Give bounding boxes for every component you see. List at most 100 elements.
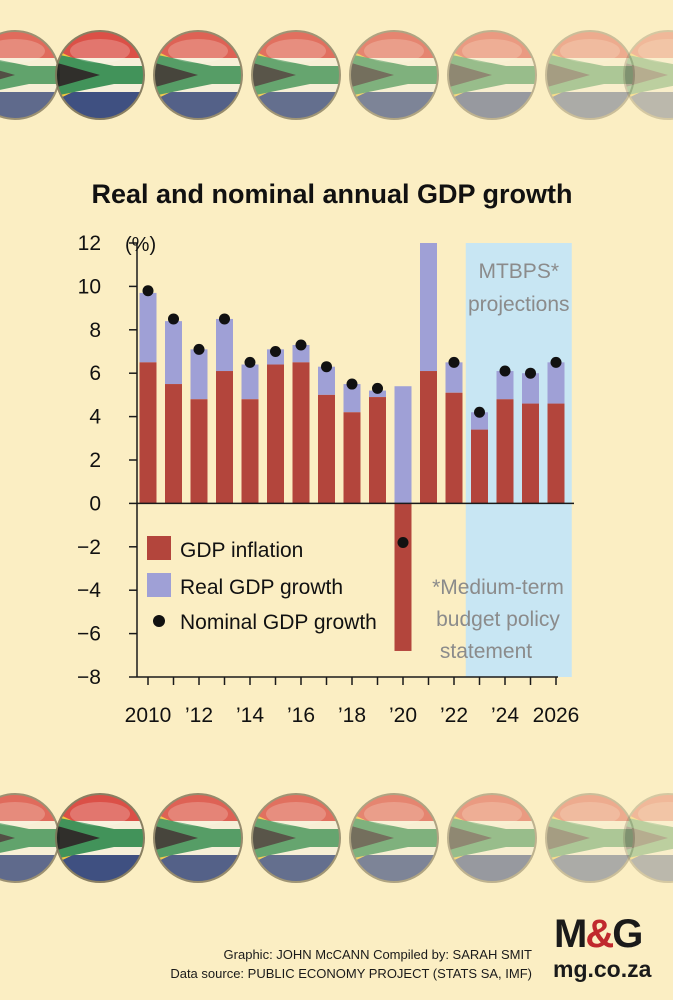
flag-badge-icon — [618, 25, 673, 125]
x-tick-label: 2026 — [533, 704, 580, 727]
bar-gdp-inflation — [292, 362, 310, 504]
bar-gdp-inflation — [267, 364, 284, 504]
dot-nominal-gdp-growth — [550, 356, 562, 368]
y-axis-ticks: 12 10 8 6 4 2 0 −2 −4 −6 −8 — [77, 232, 137, 689]
dot-nominal-gdp-growth — [372, 382, 383, 394]
dot-series — [142, 285, 562, 548]
bar-real-gdp-growth — [216, 318, 233, 372]
y-tick-label: 4 — [89, 406, 101, 429]
projection-label: projections — [468, 293, 570, 316]
credit-graphic: Graphic: JOHN McCANN Compiled by: SARAH … — [223, 947, 532, 962]
flag-row-bottom — [0, 788, 673, 888]
flag-badge-icon — [148, 25, 248, 125]
dot-nominal-gdp-growth — [270, 346, 281, 357]
bar-gdp-inflation — [394, 503, 412, 651]
bar-real-gdp-growth — [420, 243, 437, 372]
bar-gdp-inflation — [190, 399, 208, 504]
legend: GDP inflation Real GDP growth Nominal GD… — [147, 536, 377, 634]
y-tick-label: 12 — [78, 232, 101, 255]
dot-nominal-gdp-growth — [244, 356, 256, 368]
bar-gdp-inflation — [343, 412, 361, 504]
logo-m: M — [554, 912, 587, 956]
x-tick-label: 2010 — [125, 704, 172, 727]
x-tick-label: ’12 — [185, 704, 213, 727]
bar-real-gdp-growth — [394, 386, 412, 504]
credit-source: Data source: PUBLIC ECONOMY PROJECT (STA… — [170, 966, 532, 981]
flag-badge-icon — [442, 25, 542, 125]
bar-real-gdp-growth — [292, 344, 310, 363]
projection-label: MTBPS* — [478, 260, 559, 283]
site-url-link[interactable]: mg.co.za — [553, 956, 652, 982]
dot-nominal-gdp-growth — [346, 378, 358, 390]
bar-series — [139, 243, 565, 651]
legend-label-nominal: Nominal GDP growth — [180, 611, 377, 634]
y-tick-label: −8 — [77, 666, 101, 689]
footnote-line: *Medium-term — [432, 576, 564, 599]
bar-real-gdp-growth — [241, 364, 259, 400]
dot-nominal-gdp-growth — [321, 361, 332, 373]
flag-badge-icon — [344, 25, 444, 125]
x-tick-label: ’24 — [491, 704, 519, 727]
y-tick-label: −2 — [77, 536, 101, 559]
dot-nominal-gdp-growth — [142, 285, 154, 297]
footnote-line: statement — [440, 640, 532, 663]
dot-nominal-gdp-growth — [474, 406, 485, 418]
bar-real-gdp-growth — [343, 384, 361, 413]
y-tick-label: 0 — [89, 492, 101, 515]
dot-nominal-gdp-growth — [219, 313, 230, 325]
flag-badge-icon — [50, 788, 150, 888]
bar-gdp-inflation — [241, 399, 259, 504]
bar-real-gdp-growth — [547, 362, 565, 404]
dot-nominal-gdp-growth — [168, 313, 179, 325]
legend-swatch-real — [147, 573, 171, 597]
bar-gdp-inflation — [445, 392, 463, 504]
flag-badge-icon — [148, 788, 248, 888]
bar-real-gdp-growth — [139, 292, 157, 363]
dot-nominal-gdp-growth — [448, 356, 460, 368]
legend-label-real: Real GDP growth — [180, 576, 343, 599]
bar-gdp-inflation — [471, 429, 488, 504]
y-tick-label: 8 — [89, 319, 101, 342]
bar-real-gdp-growth — [496, 371, 514, 400]
bar-real-gdp-growth — [190, 349, 208, 400]
bar-real-gdp-growth — [471, 412, 488, 430]
flag-row-top — [0, 25, 673, 125]
bar-gdp-inflation — [547, 403, 565, 504]
x-tick-label: ’20 — [389, 704, 417, 727]
bar-gdp-inflation — [496, 399, 514, 504]
bar-gdp-inflation — [318, 394, 335, 504]
flag-badge-icon — [50, 25, 150, 125]
flag-badge-icon — [246, 25, 346, 125]
logo-g: G — [612, 912, 643, 956]
projection-footnote: *Medium-term budget policy statement — [432, 576, 564, 663]
x-tick-label: ’22 — [440, 704, 468, 727]
bar-gdp-inflation — [216, 371, 233, 504]
bar-gdp-inflation — [165, 384, 182, 504]
footnote-line: budget policy — [436, 608, 560, 631]
y-tick-label: −6 — [77, 623, 101, 646]
dot-nominal-gdp-growth — [295, 339, 307, 351]
dot-nominal-gdp-growth — [397, 536, 409, 548]
flag-badge-icon — [618, 788, 673, 888]
y-tick-label: 10 — [78, 275, 101, 298]
dot-nominal-gdp-growth — [525, 367, 536, 379]
bar-gdp-inflation — [420, 371, 437, 504]
bar-real-gdp-growth — [522, 373, 539, 404]
x-axis-ticks: 2010 ’12 ’14 ’16 ’18 ’20 ’22 ’24 2026 — [125, 676, 580, 727]
y-tick-label: −4 — [77, 579, 101, 602]
bar-real-gdp-growth — [165, 321, 182, 385]
logo-amp: & — [585, 912, 614, 956]
flag-badge-icon — [246, 788, 346, 888]
legend-label-inflation: GDP inflation — [180, 539, 303, 562]
legend-swatch-inflation — [147, 536, 171, 560]
bar-gdp-inflation — [139, 362, 157, 504]
bar-gdp-inflation — [369, 397, 386, 504]
bar-real-gdp-growth — [318, 366, 335, 395]
x-tick-label: ’18 — [338, 704, 366, 727]
bar-gdp-inflation — [522, 403, 539, 504]
dot-nominal-gdp-growth — [193, 343, 205, 355]
chart-title: Real and nominal annual GDP growth — [91, 179, 572, 209]
mg-logo[interactable]: M&G — [554, 912, 643, 957]
dot-nominal-gdp-growth — [499, 365, 511, 377]
